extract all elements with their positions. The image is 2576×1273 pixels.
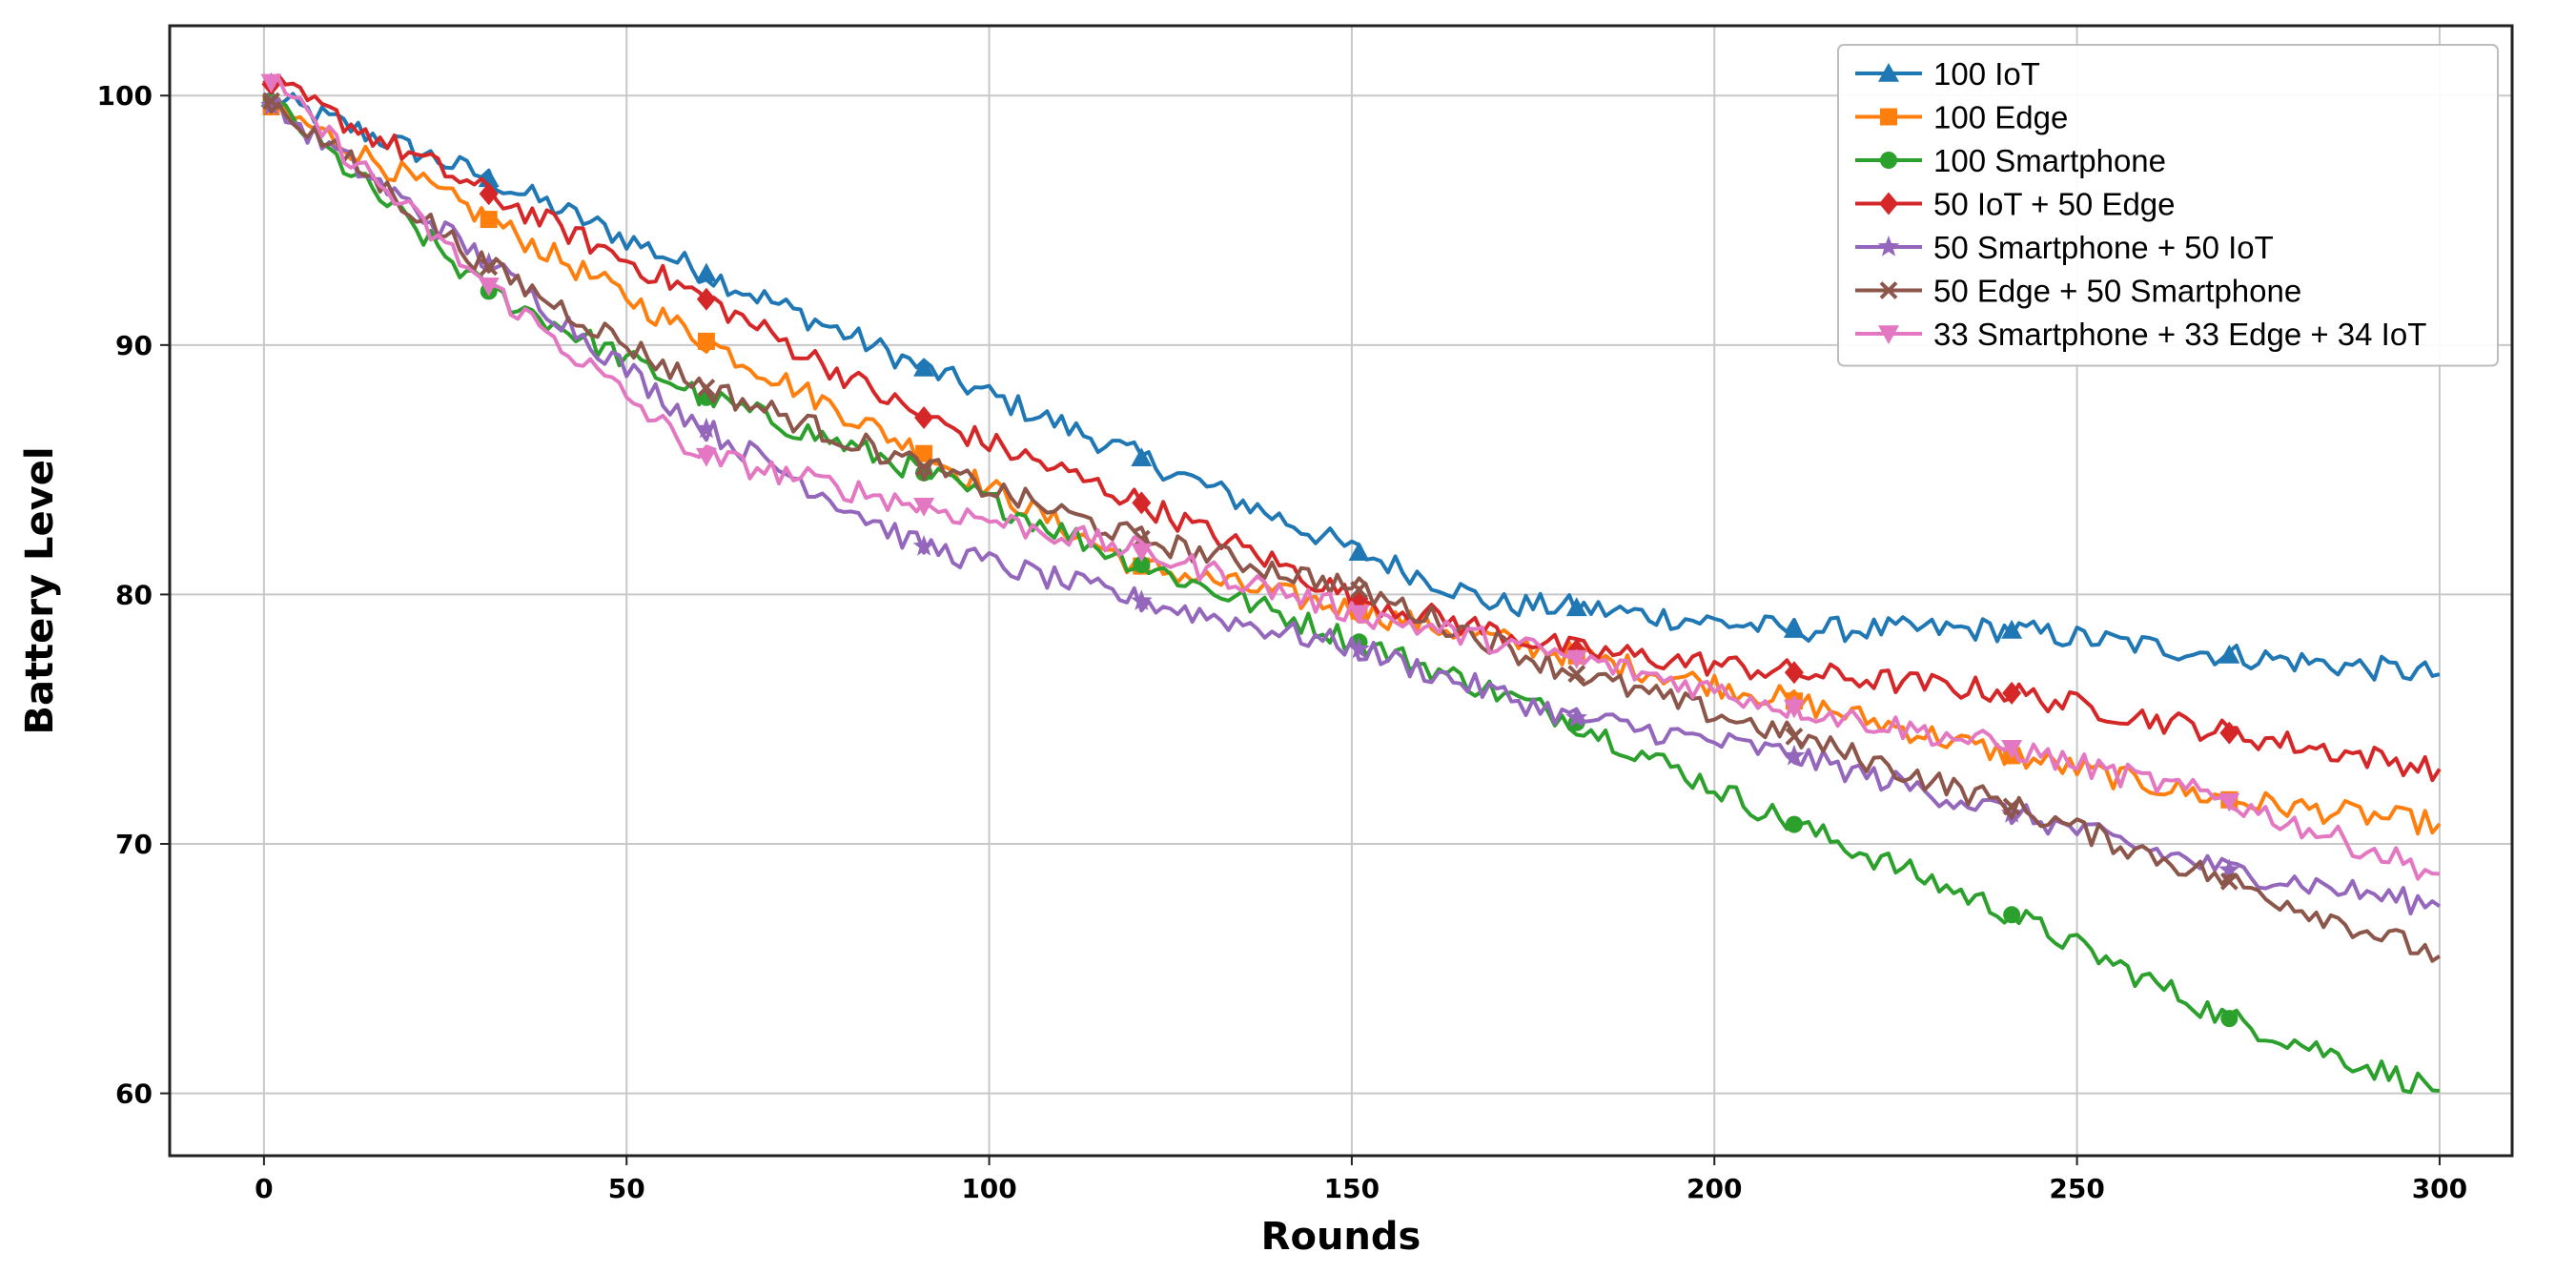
x-axis-title: Rounds [1261, 1215, 1421, 1259]
series-marker [1348, 605, 1370, 625]
series-marker [2220, 1010, 2239, 1028]
legend-entry: 100 Edge [1855, 100, 2068, 135]
series-marker [1783, 699, 1805, 719]
series-marker [480, 211, 498, 229]
legend-entry: 100 Smartphone [1855, 143, 2166, 178]
series-marker [2219, 721, 2239, 745]
series-marker [262, 92, 280, 111]
series-marker [1131, 447, 1153, 467]
series-marker [1877, 236, 1900, 257]
series-marker [2002, 681, 2022, 705]
y-axis-title: Battery Level [18, 446, 62, 734]
series-marker [1130, 589, 1153, 610]
x-tick-label: 300 [2412, 1173, 2467, 1204]
series-marker [1348, 542, 1370, 562]
series-marker [1348, 637, 1370, 659]
series-marker [2001, 619, 2023, 639]
series-marker [2001, 740, 2023, 759]
series-marker [1878, 325, 1899, 344]
legend-label: 100 Smartphone [1933, 143, 2166, 178]
series-marker [1567, 665, 1586, 684]
series-marker [697, 379, 716, 397]
series-marker [2219, 872, 2239, 891]
x-tick-label: 200 [1687, 1173, 1742, 1204]
series-marker [1785, 727, 1804, 746]
series-marker [915, 444, 933, 462]
legend: 100 IoT 100 Edge 100 Smartphone 50 IoT + 50… [1837, 44, 2499, 367]
series-marker [1785, 815, 1803, 833]
x-tick-label: 150 [1324, 1173, 1380, 1204]
legend-entry: 50 IoT + 50 Edge [1855, 187, 2176, 222]
series-marker [2218, 644, 2240, 664]
series-marker [260, 73, 282, 93]
series-marker [1565, 649, 1587, 669]
series-marker [696, 287, 716, 311]
x-tick-label: 100 [961, 1173, 1016, 1204]
legend-box [1837, 44, 2499, 367]
series-marker [2002, 797, 2021, 816]
series-33-smartphone-33-edge-34-iot [260, 73, 2440, 881]
series-marker [1880, 152, 1897, 169]
series-line [262, 94, 2441, 963]
series-line [263, 92, 2441, 682]
legend-label: 50 Edge + 50 Smartphone [1933, 274, 2301, 309]
y-tick-label: 60 [115, 1078, 153, 1110]
series-marker [913, 498, 935, 517]
series-marker [1131, 543, 1153, 563]
legend-entry: 50 Smartphone + 50 IoT [1855, 230, 2274, 265]
series-marker [1565, 706, 1588, 728]
series-marker [697, 332, 715, 350]
series-marker [480, 257, 499, 277]
legend-label: 50 IoT + 50 Edge [1933, 187, 2176, 222]
series-marker [479, 182, 499, 206]
series-marker [2003, 906, 2021, 924]
legend-entry: 33 Smartphone + 33 Edge + 34 IoT [1855, 317, 2426, 352]
series-marker [1784, 661, 1804, 685]
series-marker [912, 535, 935, 556]
series-marker [695, 447, 717, 467]
y-tick-label: 90 [115, 330, 153, 361]
series-marker [1350, 581, 1368, 599]
series-marker [695, 417, 718, 439]
series-marker [914, 458, 933, 477]
series-marker [2218, 792, 2240, 812]
series-line [263, 97, 2442, 916]
series-marker [1878, 63, 1899, 82]
x-tick-label: 250 [2049, 1173, 2104, 1204]
series-marker [260, 94, 282, 115]
legend-label: 33 Smartphone + 33 Edge + 34 IoT [1933, 317, 2426, 352]
series-marker [1879, 281, 1898, 299]
y-tick-label: 70 [115, 829, 153, 860]
series-50-edge-50-smartphone [262, 92, 2441, 963]
series-lines [260, 72, 2442, 1095]
series-marker [478, 252, 501, 273]
plot-frame [168, 24, 2514, 1158]
series-marker [914, 406, 934, 430]
series-marker [478, 277, 500, 297]
legend-entry: 50 Edge + 50 Smartphone [1855, 274, 2301, 309]
series-marker [1880, 108, 1897, 126]
series-marker [913, 357, 935, 377]
legend-label: 100 IoT [1933, 56, 2040, 92]
series-marker [1879, 192, 1898, 216]
y-tick-label: 80 [115, 579, 153, 610]
series-marker [1132, 491, 1152, 515]
series-marker [1565, 597, 1587, 617]
y-tick-label: 100 [97, 80, 153, 112]
series-marker [2218, 858, 2240, 880]
x-tick-label: 0 [255, 1173, 273, 1204]
legend-label: 50 Smartphone + 50 IoT [1933, 230, 2274, 265]
legend-entry: 100 IoT [1855, 56, 2040, 92]
series-marker [1783, 744, 1806, 766]
series-marker [1133, 556, 1151, 574]
legend-label: 100 Edge [1933, 100, 2068, 135]
x-tick-label: 50 [608, 1173, 645, 1204]
series-marker [1783, 619, 1805, 638]
series-line [262, 74, 2440, 881]
axis-ticks: 0 50 100 150 200 250 300 60 70 80 90 100 [97, 80, 2468, 1204]
series-marker [695, 262, 717, 282]
